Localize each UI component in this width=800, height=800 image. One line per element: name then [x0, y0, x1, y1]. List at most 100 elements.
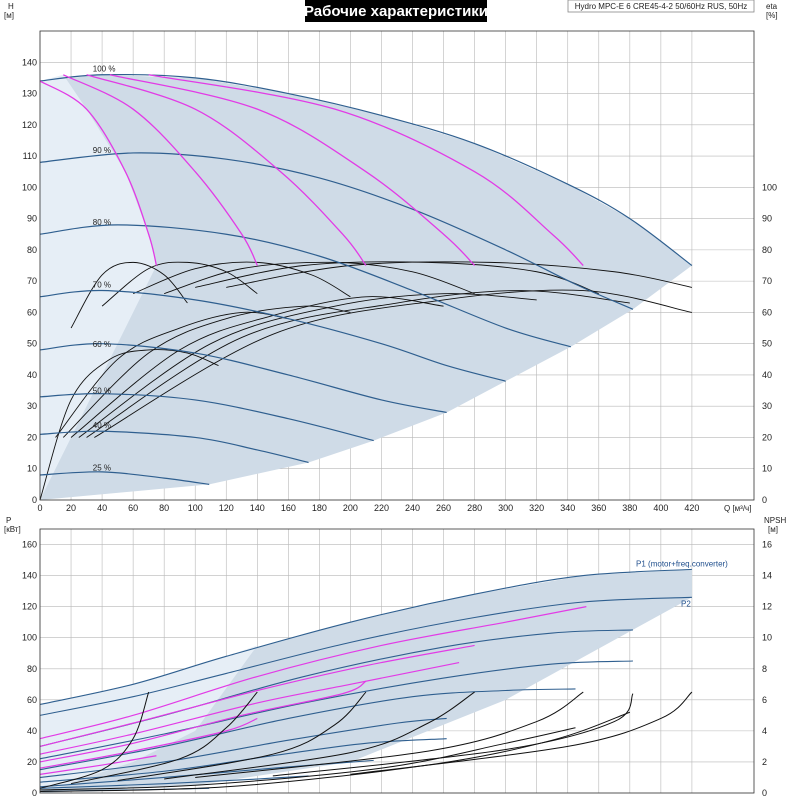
power-curve — [39, 688, 576, 771]
head-curve — [39, 393, 374, 442]
power-curve-magenta — [39, 644, 475, 747]
efficiency-curve — [70, 296, 444, 438]
bottom-left-axis-label: P — [6, 516, 11, 525]
top-right-axis-label: eta — [766, 2, 778, 11]
curve-labels: 100 % 90 % 80 % 70 % 60 % 50 % 40 % 25 % P1 (mot… — [93, 65, 728, 609]
power-curve — [39, 775, 309, 789]
top-right-tick-label: 0 — [762, 495, 767, 505]
bottom-left-tick-label: 120 — [22, 602, 37, 612]
chart-title: Рабочие характеристики — [304, 3, 488, 20]
bottom-right-tick-label: 14 — [762, 571, 772, 581]
top-left-tick-label: 40 — [27, 370, 37, 380]
top-right-tick-label: 30 — [762, 401, 772, 411]
power-curve — [39, 568, 692, 706]
speed-label: 60 % — [93, 340, 111, 349]
top-left-tick-label: 130 — [22, 89, 37, 99]
top-envelope-light-area — [40, 74, 157, 501]
top-axes: 0 10 20 30 40 50 60 70 80 90 100 110 120 130 140 0 10 20 3… — [4, 2, 778, 513]
top-right-tick-label: 10 — [762, 464, 772, 474]
bottom-right-tick-label: 4 — [762, 726, 767, 736]
x-tick-label: 20 — [66, 503, 76, 513]
bottom-left-axis-unit: [кВт] — [4, 525, 21, 534]
efficiency-curve — [70, 261, 188, 329]
top-left-tick-label: 70 — [27, 276, 37, 286]
head-curve — [39, 471, 210, 485]
system-curve — [62, 74, 258, 266]
x-tick-label: 140 — [250, 503, 265, 513]
model-label: Hydro MPC-E 6 CRE45-4-2 50/60Hz RUS, 50H… — [575, 2, 748, 11]
top-right-tick-label: 90 — [762, 214, 772, 224]
power-curve-magenta — [39, 755, 157, 775]
x-tick-label: 60 — [128, 503, 138, 513]
x-tick-label: 240 — [405, 503, 420, 513]
npsh-curve — [195, 691, 584, 778]
top-right-tick-label: 50 — [762, 339, 772, 349]
power-curve — [39, 660, 633, 760]
x-tick-label: 280 — [467, 503, 482, 513]
bottom-right-tick-label: 16 — [762, 540, 772, 550]
x-tick-label: 300 — [498, 503, 513, 513]
top-right-tick-label: 80 — [762, 245, 772, 255]
efficiency-curve — [86, 290, 630, 438]
top-left-tick-label: 140 — [22, 57, 37, 67]
bottom-left-tick-label: 140 — [22, 571, 37, 581]
bottom-left-tick-label: 60 — [27, 695, 37, 705]
x-tick-label: 380 — [622, 503, 637, 513]
npsh-curve — [117, 691, 367, 782]
power-curve — [39, 738, 447, 783]
top-curves — [39, 73, 693, 501]
bottom-left-tick-label: 100 — [22, 633, 37, 643]
head-curve — [39, 430, 309, 464]
x-tick-label: 400 — [653, 503, 668, 513]
x-tick-label: 40 — [97, 503, 107, 513]
x-tick-label: 0 — [37, 503, 42, 513]
x-axis-label: Q [м³/ч] — [724, 504, 751, 513]
top-plot-frame — [39, 30, 755, 501]
head-curve — [39, 343, 447, 414]
bottom-left-tick-label: 40 — [27, 726, 37, 736]
top-operating-envelope — [40, 74, 692, 501]
speed-label: 50 % — [93, 387, 111, 396]
x-tick-label: 80 — [159, 503, 169, 513]
head-curve — [39, 152, 634, 310]
x-tick-label: 260 — [436, 503, 451, 513]
bottom-right-tick-label: 10 — [762, 633, 772, 643]
bottom-left-tick-label: 20 — [27, 757, 37, 767]
top-left-tick-label: 110 — [23, 151, 37, 161]
power-curve-magenta — [39, 680, 367, 763]
power-curve-magenta — [39, 606, 587, 740]
power-curve-magenta — [39, 661, 460, 755]
top-right-tick-label: 60 — [762, 307, 772, 317]
x-tick-label: 100 — [188, 503, 203, 513]
bottom-right-axis-label: NPSH — [764, 516, 786, 525]
bottom-right-tick-label: 8 — [762, 664, 767, 674]
title-background — [305, 0, 487, 22]
top-left-tick-label: 10 — [27, 464, 37, 474]
bottom-left-tick-label: 80 — [27, 664, 37, 674]
top-left-tick-label: 50 — [27, 339, 37, 349]
top-left-axis-unit: [м] — [4, 11, 14, 20]
top-left-tick-label: 60 — [27, 307, 37, 317]
bottom-right-tick-label: 6 — [762, 695, 767, 705]
speed-label: 40 % — [93, 421, 111, 430]
bottom-curves — [39, 568, 693, 792]
top-left-tick-label: 120 — [22, 120, 37, 130]
bottom-left-tick-label: 0 — [32, 788, 37, 798]
bottom-axes: 0 20 40 60 80 100 120 140 160 0 2 4 6 8 10 12 14 16 P[кВт]… — [4, 516, 786, 798]
npsh-curve — [39, 711, 630, 792]
efficiency-curve — [164, 261, 475, 295]
top-left-tick-label: 100 — [22, 182, 37, 192]
x-tick-label: 120 — [219, 503, 234, 513]
top-right-tick-label: 40 — [762, 370, 772, 380]
bottom-plot-frame — [39, 528, 755, 794]
x-tick-label: 420 — [684, 503, 699, 513]
system-curve — [109, 74, 476, 266]
npsh-curve — [39, 727, 576, 791]
top-left-tick-label: 80 — [27, 245, 37, 255]
bottom-right-tick-label: 12 — [762, 602, 772, 612]
head-curve — [39, 73, 693, 266]
npsh-curve — [164, 691, 475, 780]
top-left-tick-label: 0 — [32, 495, 37, 505]
